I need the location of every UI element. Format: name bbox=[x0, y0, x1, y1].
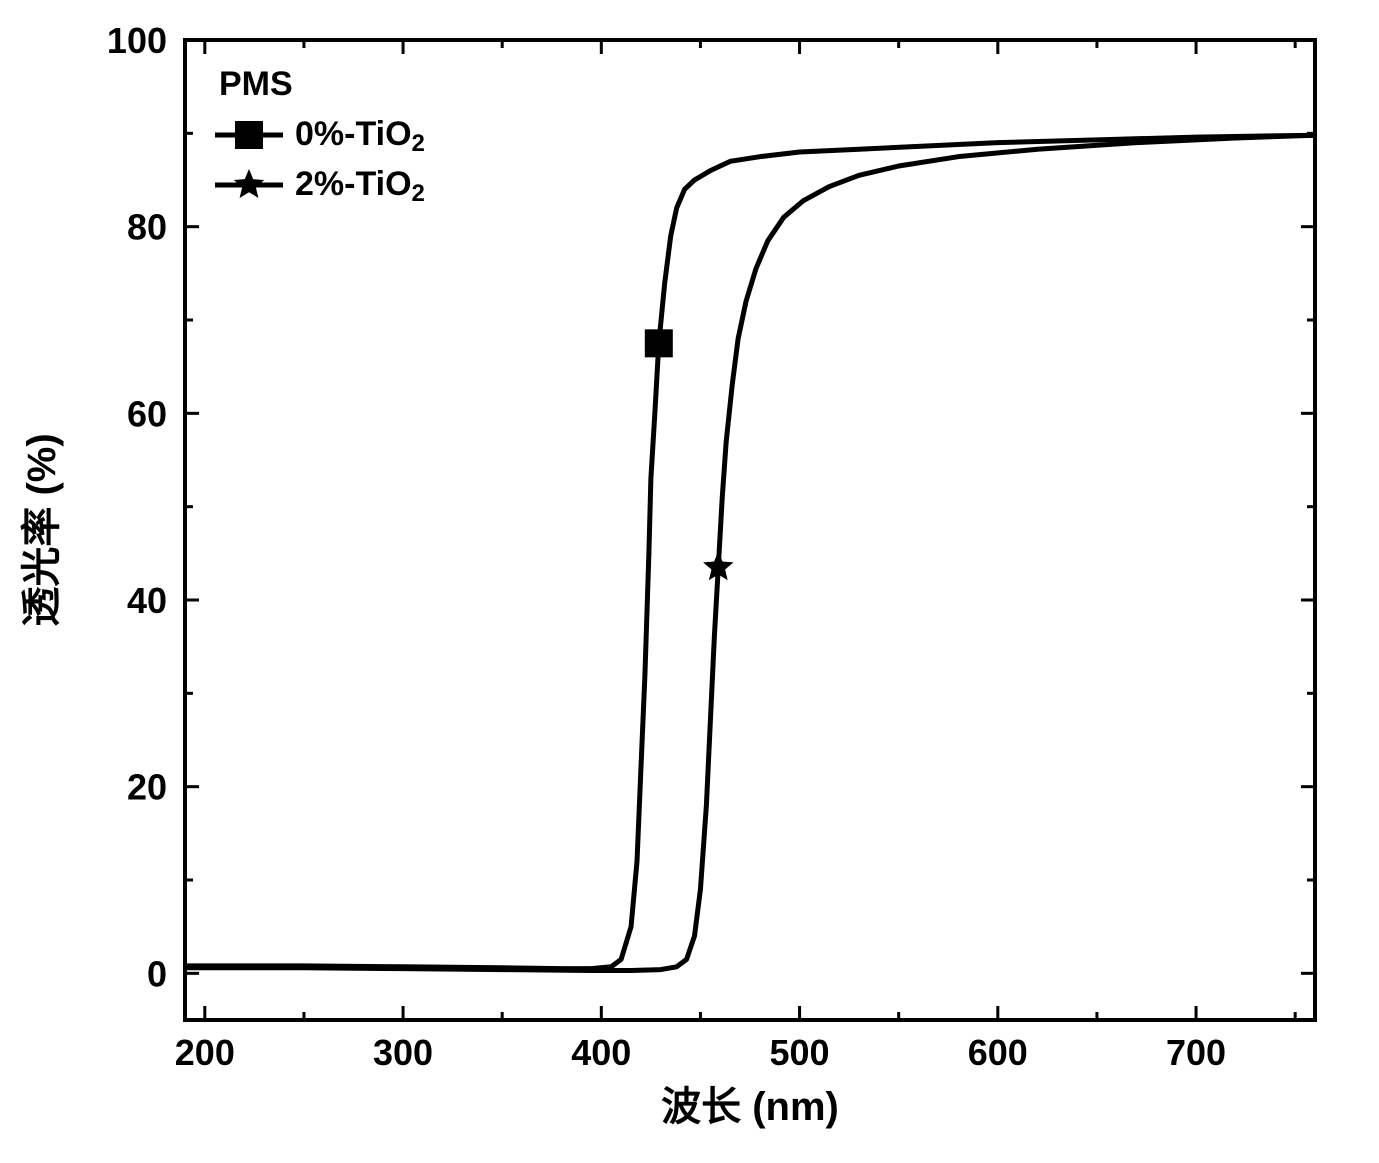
x-tick-label: 200 bbox=[175, 1032, 235, 1073]
y-tick-label: 60 bbox=[127, 393, 167, 434]
chart-svg: 200 300 400 500 600 700 0 20 40 60 80 100 波长 (nm) 透光率… bbox=[0, 0, 1379, 1163]
x-axis-label: 波长 (nm) bbox=[661, 1085, 839, 1129]
legend-label: 0%-TiO2 bbox=[295, 115, 425, 157]
y-tick-label: 80 bbox=[127, 207, 167, 248]
legend-label: 2%-TiO2 bbox=[295, 165, 425, 207]
x-tick-label: 500 bbox=[770, 1032, 830, 1073]
x-tick-label: 600 bbox=[968, 1032, 1028, 1073]
x-tick-label: 400 bbox=[571, 1032, 631, 1073]
square-marker-icon bbox=[645, 329, 673, 357]
x-tick-label: 700 bbox=[1166, 1032, 1226, 1073]
legend-title: PMS bbox=[219, 65, 293, 103]
chart-container: 200 300 400 500 600 700 0 20 40 60 80 100 波长 (nm) 透光率… bbox=[0, 0, 1379, 1163]
y-tick-label: 100 bbox=[107, 20, 167, 61]
square-marker-icon bbox=[235, 121, 263, 149]
y-tick-label: 40 bbox=[127, 580, 167, 621]
y-tick-label: 20 bbox=[127, 767, 167, 808]
x-tick-label: 300 bbox=[373, 1032, 433, 1073]
y-tick-label: 0 bbox=[147, 953, 167, 994]
y-axis-label: 透光率 (%) bbox=[20, 433, 64, 626]
